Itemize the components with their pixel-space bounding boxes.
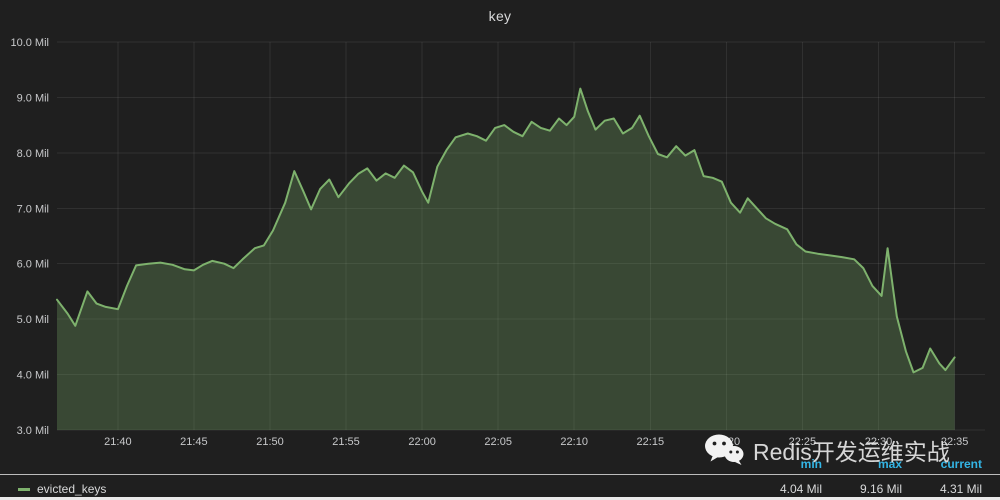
y-tick-label: 8.0 Mil: [17, 148, 49, 160]
x-tick-label: 22:35: [941, 436, 969, 448]
x-tick-label: 22:00: [408, 436, 436, 448]
legend-separator: [0, 474, 1000, 475]
series-line: [56, 87, 956, 374]
stat-value-min: 4.04 Mil: [779, 482, 822, 496]
x-tick-label: 21:45: [180, 436, 208, 448]
x-tick-label: 22:05: [484, 436, 512, 448]
y-tick-label: 7.0 Mil: [17, 203, 49, 215]
stat-header-current[interactable]: current: [940, 457, 982, 471]
y-tick-label: 5.0 Mil: [17, 314, 49, 326]
series-area: [57, 88, 955, 430]
x-tick-label: 22:15: [637, 436, 665, 448]
stat-header-max[interactable]: max: [877, 457, 902, 471]
y-tick-label: 6.0 Mil: [17, 259, 49, 271]
legend-stat-headers: min max current: [742, 457, 982, 471]
legend-series-toggle[interactable]: evicted_keys: [18, 482, 106, 496]
x-tick-label: 21:50: [256, 436, 284, 448]
stat-header-min[interactable]: min: [800, 457, 822, 471]
y-tick-label: 10.0 Mil: [10, 37, 49, 49]
x-tick-label: 21:55: [332, 436, 360, 448]
x-tick-label: 22:25: [789, 436, 817, 448]
stat-value-current: 4.31 Mil: [939, 482, 982, 496]
x-tick-label: 22:10: [560, 436, 588, 448]
y-tick-label: 4.0 Mil: [17, 370, 49, 382]
y-tick-label: 9.0 Mil: [17, 92, 49, 104]
x-tick-label: 22:20: [713, 436, 741, 448]
y-tick-label: 3.0 Mil: [17, 425, 49, 437]
x-tick-label: 21:40: [104, 436, 132, 448]
chart-title[interactable]: key: [488, 8, 512, 24]
bottom-divider: [0, 497, 1000, 500]
legend-row: evicted_keys 4.04 Mil 9.16 Mil 4.31 Mil: [0, 481, 1000, 500]
legend-stat-values: 4.04 Mil 9.16 Mil 4.31 Mil: [742, 482, 982, 496]
chart-plot[interactable]: 3.0 Mil 4.0 Mil 5.0 Mil 6.0 Mil 7.0 Mil 8.0 M…: [0, 0, 1000, 456]
stat-value-max: 9.16 Mil: [859, 482, 902, 496]
legend-series-label[interactable]: evicted_keys: [37, 482, 107, 496]
series-color-swatch-icon: [18, 487, 30, 491]
x-tick-label: 22:30: [865, 436, 893, 448]
